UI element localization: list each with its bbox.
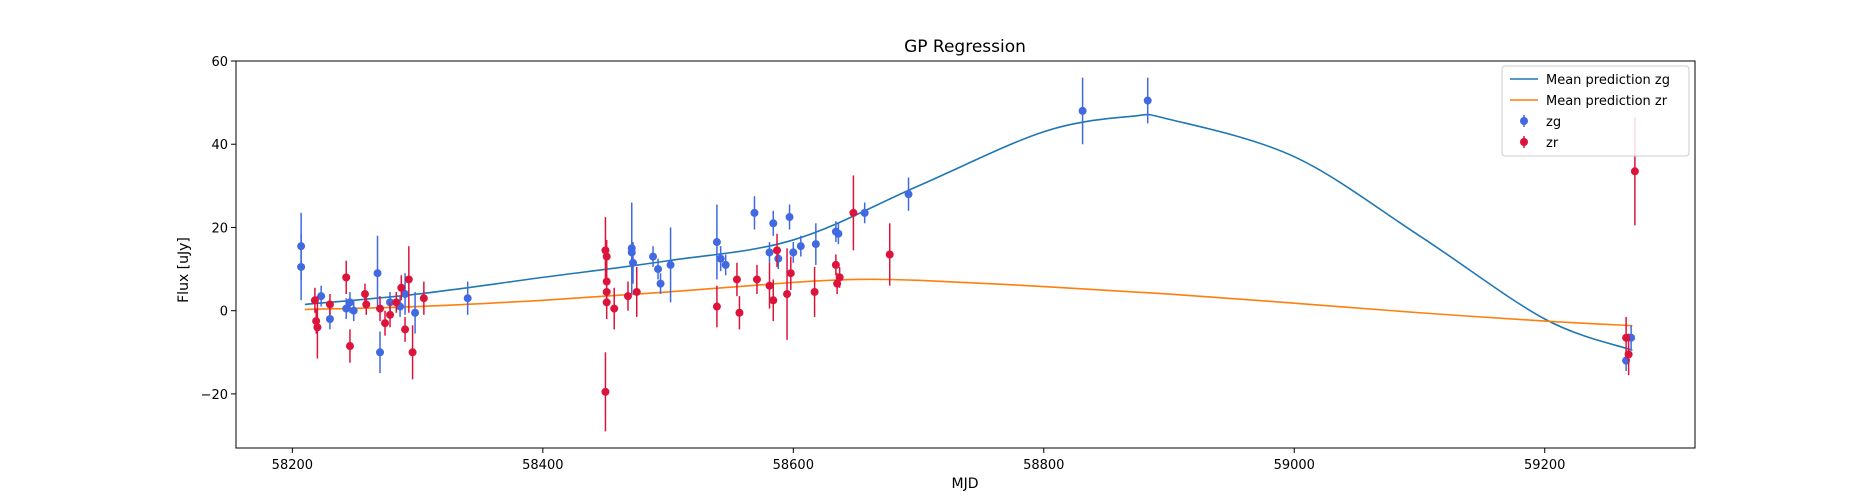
zg-point	[411, 308, 420, 317]
zg-point	[342, 304, 351, 313]
zr-point	[632, 287, 641, 296]
legend: Mean prediction zg Mean prediction zr zg zr	[1501, 65, 1690, 157]
zg-point	[297, 262, 306, 271]
zg-point	[628, 258, 637, 267]
zg-point	[811, 240, 820, 249]
zg-point	[666, 260, 675, 269]
legend-box	[1501, 65, 1690, 157]
zr-point	[623, 292, 632, 301]
zg-point	[401, 290, 410, 299]
mean-line-zg	[304, 113, 1633, 351]
legend-label: Mean prediction zr	[1546, 94, 1668, 109]
zr-point	[783, 290, 792, 299]
zg-point	[463, 294, 472, 303]
zr-point	[835, 273, 844, 282]
zg-point	[789, 248, 798, 257]
y-tick-label: 40	[211, 138, 228, 153]
legend-label: zr	[1546, 136, 1559, 151]
x-axis-label: MJD	[952, 476, 979, 492]
plot-area	[297, 77, 1639, 432]
y-tick-label: 60	[211, 55, 228, 70]
zg-point	[765, 248, 774, 257]
zr-point	[765, 281, 774, 290]
y-axis-label: Flux [uJy]	[176, 237, 192, 303]
zr-point	[419, 294, 428, 303]
y-tick-label: −20	[201, 388, 228, 403]
zg-point	[317, 292, 326, 301]
zr-point	[769, 296, 778, 305]
x-tick-label: 58200	[272, 458, 313, 473]
zr-point	[386, 310, 395, 319]
legend-label: zg	[1546, 115, 1561, 130]
zr-point	[786, 269, 795, 278]
zg-point	[376, 348, 385, 357]
zr-point	[1630, 167, 1639, 176]
x-tick-label: 58800	[1023, 458, 1064, 473]
zg-point	[774, 254, 783, 263]
zg-point	[349, 306, 358, 315]
zr-point	[712, 302, 721, 311]
zg-point	[716, 254, 725, 263]
zg-point	[721, 260, 730, 269]
zg-point	[325, 315, 334, 323]
x-tick-label: 58600	[773, 458, 814, 473]
zr-point	[362, 300, 371, 309]
zr-point	[602, 298, 611, 307]
legend-swatch-point	[1520, 138, 1528, 146]
zr-point	[313, 323, 322, 332]
zg-point	[654, 265, 663, 274]
zg-point	[1143, 96, 1152, 105]
mean-line-zr	[304, 278, 1633, 327]
zr-point	[849, 208, 858, 217]
zg-point	[373, 269, 382, 278]
zr-point	[342, 273, 351, 282]
zg-point	[750, 208, 759, 217]
zg-point	[345, 298, 354, 307]
x-tick-label: 59000	[1274, 458, 1315, 473]
zr-point	[752, 275, 761, 284]
zg-point	[796, 242, 805, 251]
zr-point	[773, 246, 782, 255]
zr-point	[401, 325, 410, 334]
y-tick-label: 0	[220, 305, 228, 320]
zg-point	[649, 252, 658, 261]
zr-point	[397, 283, 406, 292]
zg-point	[904, 190, 913, 199]
zr-point	[810, 287, 819, 296]
zr-point	[735, 308, 744, 317]
zg-point	[627, 248, 636, 257]
legend-swatch-point	[1520, 117, 1528, 125]
zr-point	[1624, 350, 1633, 359]
x-tick-label: 58400	[522, 458, 563, 473]
x-tick-label: 59200	[1524, 458, 1565, 473]
zg-point	[769, 219, 778, 228]
zg-point	[1078, 106, 1087, 115]
zr-point	[360, 290, 369, 299]
zr-point	[885, 250, 894, 259]
zg-point	[834, 229, 843, 238]
legend-label: Mean prediction zg	[1546, 73, 1670, 88]
zr-point	[831, 260, 840, 269]
zr-point	[345, 342, 354, 351]
zr-point	[601, 387, 610, 396]
zr-point	[376, 304, 385, 313]
chart-title: GP Regression	[904, 37, 1026, 57]
y-tick-label: 20	[211, 221, 228, 236]
zg-point	[860, 208, 869, 217]
zr-point	[381, 319, 390, 328]
zr-point	[732, 275, 741, 284]
zr-point	[392, 298, 401, 307]
zg-point	[785, 213, 794, 222]
zr-point	[610, 304, 619, 313]
zg-point	[656, 279, 665, 288]
axis-ticks: 58200 58400 58600 58800 59000 59200 −20 0 20 40 60	[201, 55, 1566, 473]
zr-point	[408, 348, 417, 357]
zr-point	[404, 275, 413, 284]
zr-point	[325, 300, 334, 309]
zg-point	[712, 238, 721, 247]
plot-frame	[235, 60, 1696, 449]
